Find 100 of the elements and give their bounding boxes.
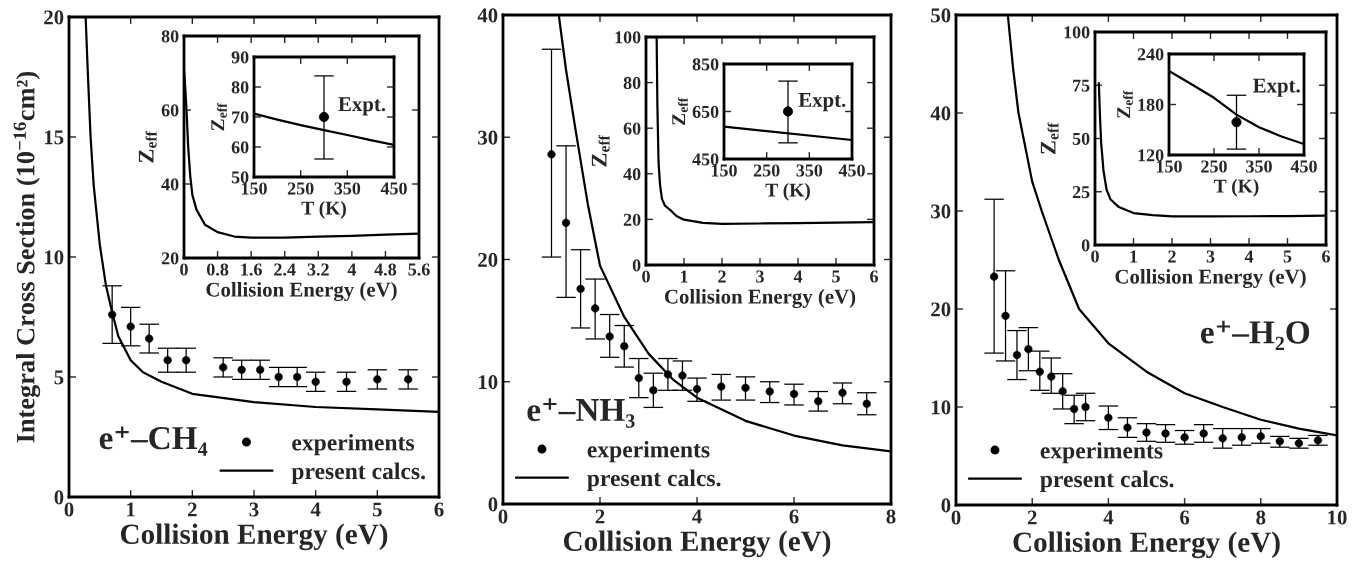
y-tick-label: 20 bbox=[623, 213, 641, 226]
y-tick-label: 20 bbox=[931, 302, 951, 317]
y-tick-label: 240 bbox=[1137, 48, 1164, 61]
x-tick-label: 0 bbox=[180, 263, 188, 276]
x-tick-label: 10 bbox=[1328, 510, 1347, 525]
x-tick-label: 1 bbox=[680, 270, 688, 283]
y-tick-label: 40 bbox=[477, 8, 498, 23]
x-tick-label: 4 bbox=[1103, 510, 1114, 525]
legend-label: present calcs. bbox=[291, 462, 425, 485]
y-tick-label: 100 bbox=[615, 31, 641, 44]
x-tick-label: 2 bbox=[1027, 510, 1037, 525]
x-tick-label: 1.6 bbox=[241, 263, 262, 276]
x-tick-label: 5 bbox=[832, 270, 840, 283]
y-axis-title: Integral Cross Section (10$^{−16}$cm²) bbox=[13, 71, 41, 443]
x-tick-label: 150 bbox=[241, 182, 267, 195]
y-tick-label: 60 bbox=[623, 122, 641, 135]
x-tick-label: 6 bbox=[1180, 510, 1190, 525]
y-axis-title: Z$_{eff}$ bbox=[591, 135, 610, 167]
x-tick-label: 5.6 bbox=[408, 263, 430, 276]
x-tick-label: 0.8 bbox=[206, 263, 229, 276]
x-tick-label: 5 bbox=[1283, 250, 1292, 263]
x-tick-label: 450 bbox=[380, 182, 407, 195]
y-tick-label: 80 bbox=[231, 81, 249, 94]
annotation: e⁺–CH₄ bbox=[99, 426, 208, 456]
annotation: e⁺–NH₃ bbox=[527, 398, 635, 428]
y-tick-label: 20 bbox=[478, 252, 498, 267]
annotation: Expt. bbox=[338, 97, 386, 116]
legend-label: experiments bbox=[587, 440, 710, 463]
x-axis-title: Collision Energy (eV) bbox=[664, 289, 856, 309]
y-tick-label: 10 bbox=[478, 375, 498, 390]
x-tick-label: 3 bbox=[756, 270, 764, 283]
x-axis-title: Collision Energy (eV) bbox=[1013, 531, 1280, 559]
legend-label: present calcs. bbox=[587, 469, 721, 492]
x-axis-title: Collision Energy (eV) bbox=[206, 282, 397, 302]
y-tick-label: 10 bbox=[931, 400, 951, 415]
x-tick-label: 6 bbox=[1322, 250, 1330, 263]
y-tick-label: 30 bbox=[931, 204, 951, 219]
x-tick-label: 8 bbox=[886, 509, 896, 524]
y-tick-label: 40 bbox=[623, 168, 641, 181]
x-tick-label: 2.4 bbox=[274, 263, 296, 276]
x-tick-label: 6 bbox=[789, 509, 799, 524]
y-tick-label: 100 bbox=[1064, 26, 1090, 39]
y-tick-label: 20 bbox=[161, 252, 179, 265]
x-tick-label: 4 bbox=[692, 509, 702, 524]
x-tick-label: 450 bbox=[1290, 160, 1317, 173]
x-tick-label: 4.8 bbox=[374, 263, 397, 276]
x-tick-label: 3 bbox=[249, 502, 259, 517]
x-tick-label: 6 bbox=[870, 270, 878, 283]
x-tick-label: 2 bbox=[188, 502, 197, 517]
x-tick-label: 6 bbox=[434, 502, 444, 517]
x-tick-label: 250 bbox=[753, 164, 780, 177]
y-tick-label: 60 bbox=[231, 141, 249, 154]
x-axis-title: Collision Energy (eV) bbox=[1115, 269, 1306, 289]
legend-label: experiments bbox=[292, 433, 415, 456]
y-tick-label: 90 bbox=[231, 51, 249, 64]
x-tick-label: 5 bbox=[372, 502, 382, 517]
annotation: e⁺–H₂O bbox=[1200, 320, 1310, 350]
y-axis-title: Z$_{eff}$ bbox=[1117, 90, 1133, 118]
x-tick-label: 250 bbox=[1201, 160, 1227, 173]
y-tick-label: 75 bbox=[1073, 79, 1090, 92]
x-tick-label: 4 bbox=[793, 270, 803, 283]
y-axis-title: Z$_{eff}$ bbox=[211, 103, 227, 131]
legend-label: experiments bbox=[1040, 441, 1163, 464]
x-tick-label: 150 bbox=[711, 164, 737, 177]
x-tick-label: 0 bbox=[1091, 250, 1099, 263]
y-tick-label: 5 bbox=[54, 370, 64, 385]
y-tick-label: 180 bbox=[1138, 98, 1164, 111]
y-tick-label: 40 bbox=[930, 106, 951, 121]
x-tick-label: 450 bbox=[838, 164, 865, 177]
x-tick-label: 1 bbox=[127, 502, 135, 517]
x-tick-label: 0 bbox=[64, 502, 74, 517]
x-tick-label: 2 bbox=[1168, 250, 1176, 263]
annotation: Expt. bbox=[798, 93, 846, 112]
x-tick-label: 3.2 bbox=[307, 263, 329, 276]
x-axis-title: Collision Energy (eV) bbox=[120, 523, 388, 551]
annotation: Expt. bbox=[1253, 78, 1300, 97]
x-tick-label: 1 bbox=[1130, 250, 1138, 263]
y-tick-label: 15 bbox=[44, 130, 64, 145]
x-tick-label: 0 bbox=[951, 510, 961, 525]
y-tick-label: 850 bbox=[692, 58, 719, 71]
x-tick-label: 150 bbox=[1156, 160, 1182, 173]
x-tick-label: 4 bbox=[310, 502, 321, 517]
y-axis-title: Z$_{eff}$ bbox=[1040, 122, 1059, 154]
x-axis-title: Collision Energy (eV) bbox=[563, 530, 831, 558]
x-tick-label: 2 bbox=[718, 270, 726, 283]
y-tick-label: 20 bbox=[44, 10, 64, 25]
x-tick-label: 3 bbox=[1206, 250, 1215, 263]
legend-label: present calcs. bbox=[1040, 470, 1174, 493]
x-tick-label: 4 bbox=[1244, 250, 1254, 263]
y-tick-label: 650 bbox=[692, 105, 719, 118]
y-tick-label: 50 bbox=[1072, 132, 1090, 145]
x-tick-label: 8 bbox=[1256, 510, 1266, 525]
y-tick-label: 30 bbox=[478, 130, 498, 145]
x-tick-label: 350 bbox=[1246, 160, 1272, 173]
y-tick-label: 60 bbox=[161, 104, 179, 117]
x-axis-title: T (K) bbox=[301, 201, 346, 219]
y-tick-label: 0 bbox=[54, 490, 64, 505]
y-tick-label: 80 bbox=[623, 76, 641, 90]
x-tick-label: 0 bbox=[498, 509, 508, 524]
y-axis-title: Z$_{eff}$ bbox=[672, 97, 688, 125]
